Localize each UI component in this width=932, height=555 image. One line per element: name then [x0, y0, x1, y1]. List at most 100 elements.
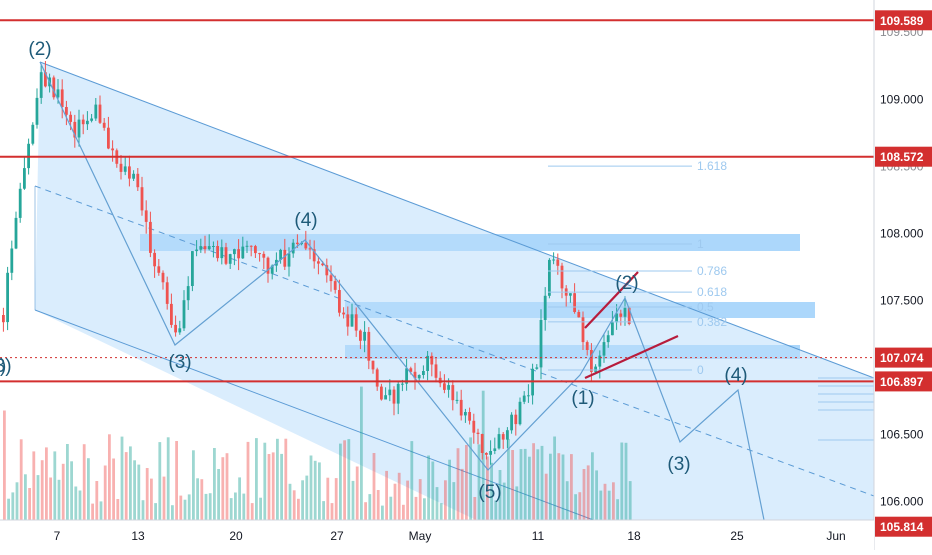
- volume-bar: [410, 441, 414, 520]
- date-tick-label: May: [409, 529, 432, 543]
- volume-bar: [490, 462, 493, 520]
- candle-body: [44, 72, 47, 87]
- candle-body: [287, 253, 291, 267]
- candle-body: [535, 367, 539, 369]
- wave-labels-layer: (2) (3) (4) (5) (1) (2) (3) (4) (3)): [0, 39, 748, 503]
- candle-body: [86, 120, 89, 125]
- volume-bar: [112, 458, 115, 520]
- volume-bar: [397, 472, 401, 520]
- volume-bar: [309, 455, 313, 520]
- candle-body: [422, 371, 425, 375]
- price-tick-label: 109.000: [880, 92, 924, 106]
- volume-bar: [183, 499, 187, 520]
- candle-body: [434, 364, 438, 378]
- candle-body: [207, 246, 211, 250]
- candle-body: [476, 432, 480, 434]
- candle-body: [380, 386, 383, 400]
- candle-body: [98, 104, 102, 123]
- candle-body: [39, 72, 43, 98]
- candle-body: [308, 248, 312, 250]
- candle-body: [401, 383, 404, 385]
- wave-label: (2): [28, 39, 51, 60]
- candle-body: [590, 350, 593, 372]
- candle-body: [464, 412, 467, 416]
- candle-body: [459, 399, 463, 416]
- wave-label: (3): [0, 356, 12, 377]
- fib-label: 1: [697, 237, 704, 251]
- candle-body: [321, 263, 324, 266]
- candle-body: [338, 290, 341, 313]
- price-level-tag-label: 108.572: [880, 150, 924, 164]
- candle-body: [317, 261, 320, 264]
- volume-bar: [171, 505, 174, 520]
- candle-body: [128, 166, 131, 179]
- volume-bar: [381, 505, 384, 520]
- volume-bar: [402, 504, 405, 520]
- volume-bar: [229, 498, 233, 520]
- candle-body: [615, 313, 618, 323]
- volume-bar: [7, 498, 10, 520]
- volume-bar: [3, 410, 6, 520]
- volume-bar: [259, 497, 262, 520]
- volume-bar: [154, 503, 157, 520]
- volume-bar: [91, 503, 94, 520]
- candle-body: [388, 389, 392, 396]
- candle-body: [363, 331, 366, 341]
- volume-bar: [372, 453, 376, 520]
- volume-bar: [36, 475, 40, 520]
- candle-body: [233, 249, 236, 255]
- candle-body: [296, 242, 299, 244]
- volume-bar: [15, 482, 19, 520]
- date-tick-label: 11: [532, 529, 545, 543]
- volume-bar: [465, 445, 468, 520]
- volume-bar: [544, 473, 548, 520]
- volume-bar: [137, 464, 141, 520]
- candle-body: [107, 127, 110, 149]
- candle-body: [518, 401, 522, 425]
- volume-bar: [477, 444, 481, 520]
- candle-body: [65, 107, 68, 115]
- volume-bar: [99, 501, 103, 520]
- candle-body: [405, 368, 408, 384]
- volume-bar: [616, 499, 619, 520]
- candle-body: [23, 168, 26, 189]
- candle-body: [392, 389, 396, 404]
- candle-body: [266, 257, 270, 274]
- volume-bar: [116, 499, 120, 520]
- volume-bar: [267, 454, 271, 520]
- volume-bar: [103, 465, 107, 520]
- volume-bar: [330, 503, 334, 520]
- volume-bar: [49, 477, 52, 520]
- volume-bar: [515, 486, 519, 520]
- volume-bar: [612, 482, 615, 520]
- candle-body: [585, 342, 589, 350]
- volume-bar: [448, 459, 451, 520]
- candle-body: [69, 114, 72, 122]
- channel-lower-line: [34, 309, 621, 531]
- candle-body: [136, 173, 140, 188]
- candle-body: [485, 453, 488, 455]
- candle-body: [619, 313, 623, 317]
- volume-bar: [469, 437, 472, 520]
- candle-body: [329, 275, 333, 282]
- volume-bar: [129, 446, 132, 520]
- candle-body: [611, 322, 614, 336]
- candle-body: [279, 249, 282, 260]
- volume-bar: [120, 436, 124, 520]
- candle-body: [77, 119, 81, 138]
- price-axis: 109.000 108.000 107.500 106.500 106.000 109.5…: [873, 0, 932, 550]
- channel-layer: [34, 61, 875, 555]
- price-level-tag: [875, 146, 932, 167]
- volume-bar: [540, 445, 544, 520]
- candle-body: [157, 266, 161, 273]
- volume-bar: [24, 474, 27, 520]
- volume-bar: [578, 492, 582, 520]
- volume-bar: [87, 458, 90, 520]
- candle-body: [543, 295, 547, 320]
- volume-bar: [61, 463, 65, 520]
- volume-bar: [66, 444, 69, 520]
- candle-body: [283, 249, 287, 267]
- volume-bar: [53, 451, 57, 520]
